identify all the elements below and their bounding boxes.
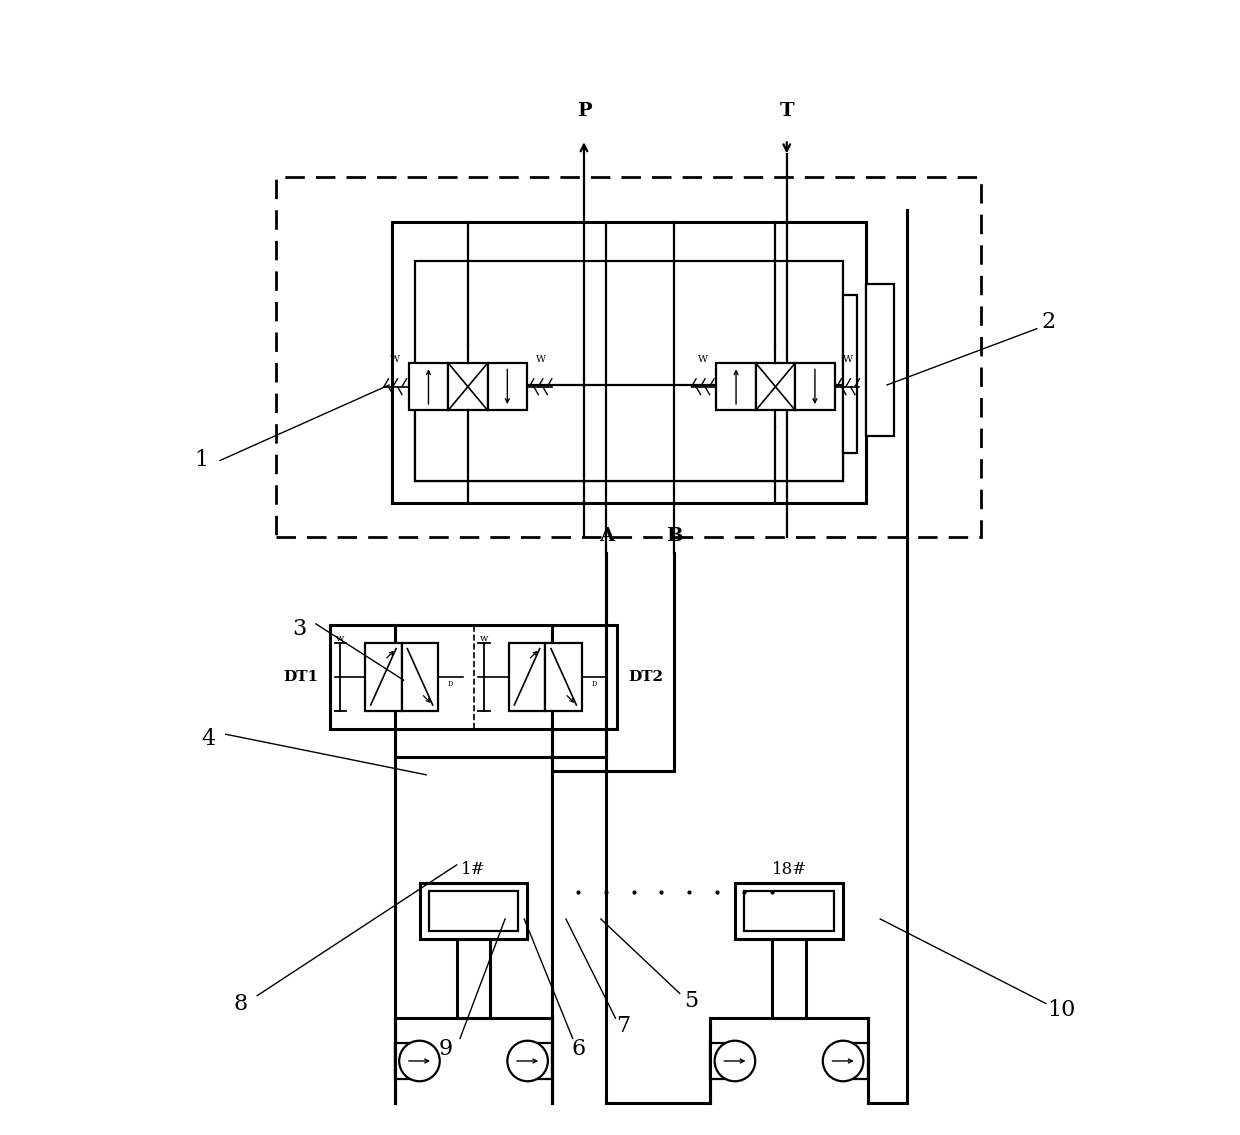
Text: 9: 9 (438, 1037, 453, 1060)
Bar (717, 363, 755, 411)
Circle shape (399, 1041, 440, 1082)
Bar (773, 940, 806, 1018)
Bar (402, 644, 438, 711)
Bar (448, 363, 487, 411)
Bar (420, 883, 527, 940)
Text: D: D (448, 680, 454, 688)
Text: 6: 6 (572, 1037, 585, 1060)
Bar (394, 1043, 419, 1079)
Circle shape (823, 1041, 863, 1082)
Text: 18#: 18# (771, 861, 806, 878)
Bar (456, 940, 491, 1018)
Bar (365, 644, 402, 711)
Text: 5: 5 (684, 990, 698, 1012)
Bar (744, 891, 833, 932)
Text: 3: 3 (291, 619, 306, 640)
Text: 4: 4 (202, 728, 216, 750)
Bar (392, 221, 866, 503)
Bar (429, 891, 518, 932)
Text: B: B (666, 527, 682, 545)
Bar (330, 625, 618, 729)
Text: DT1: DT1 (284, 670, 319, 683)
Bar (711, 1043, 735, 1079)
Bar (843, 1043, 868, 1079)
Bar (415, 261, 843, 481)
Text: w: w (336, 634, 345, 644)
Bar (508, 644, 546, 711)
Bar (546, 644, 582, 711)
Text: W: W (698, 355, 708, 364)
Bar (277, 177, 981, 537)
Text: W: W (391, 355, 401, 364)
Text: W: W (843, 355, 853, 364)
Text: D: D (591, 680, 598, 688)
Bar (487, 363, 527, 411)
Bar (735, 883, 842, 940)
Circle shape (714, 1041, 755, 1082)
Text: P: P (577, 102, 591, 120)
Bar (866, 284, 894, 436)
Text: 1: 1 (193, 449, 208, 471)
Text: w: w (480, 634, 489, 644)
Bar (843, 295, 857, 453)
Bar (755, 363, 795, 411)
Text: A: A (599, 527, 614, 545)
Text: 1#: 1# (461, 861, 486, 878)
Bar (795, 363, 835, 411)
Bar (415, 385, 843, 481)
Text: 10: 10 (1048, 999, 1076, 1022)
Bar (527, 1043, 552, 1079)
Text: T: T (780, 102, 794, 120)
Text: 2: 2 (1042, 311, 1055, 333)
Text: 8: 8 (233, 992, 248, 1015)
Text: W: W (536, 355, 546, 364)
Bar (409, 363, 448, 411)
Text: 7: 7 (616, 1015, 630, 1037)
Text: DT2: DT2 (629, 670, 663, 683)
Circle shape (507, 1041, 548, 1082)
